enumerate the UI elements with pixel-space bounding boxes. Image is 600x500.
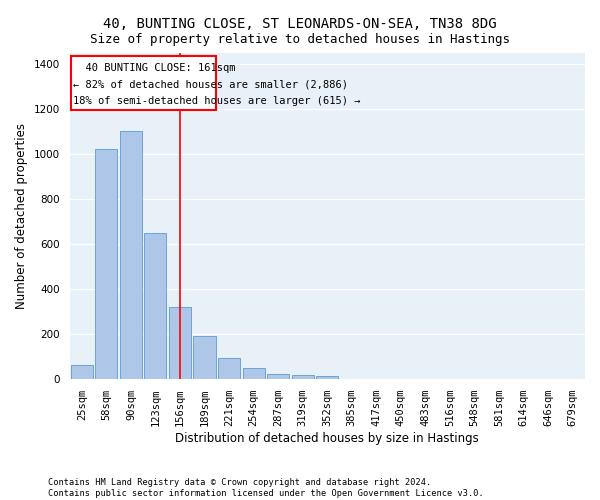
- Bar: [292, 374, 314, 379]
- FancyBboxPatch shape: [71, 56, 215, 110]
- Text: 18% of semi-detached houses are larger (615) →: 18% of semi-detached houses are larger (…: [73, 96, 361, 106]
- Text: Contains HM Land Registry data © Crown copyright and database right 2024.
Contai: Contains HM Land Registry data © Crown c…: [48, 478, 484, 498]
- Bar: [267, 374, 289, 379]
- Text: 40, BUNTING CLOSE, ST LEONARDS-ON-SEA, TN38 8DG: 40, BUNTING CLOSE, ST LEONARDS-ON-SEA, T…: [103, 18, 497, 32]
- Bar: [193, 336, 215, 379]
- Bar: [145, 233, 166, 379]
- Bar: [95, 150, 118, 379]
- Text: 40 BUNTING CLOSE: 161sqm: 40 BUNTING CLOSE: 161sqm: [73, 62, 236, 72]
- Bar: [120, 132, 142, 379]
- Bar: [242, 368, 265, 379]
- Y-axis label: Number of detached properties: Number of detached properties: [15, 123, 28, 309]
- Bar: [169, 307, 191, 379]
- Text: Size of property relative to detached houses in Hastings: Size of property relative to detached ho…: [90, 32, 510, 46]
- X-axis label: Distribution of detached houses by size in Hastings: Distribution of detached houses by size …: [175, 432, 479, 445]
- Bar: [316, 376, 338, 379]
- Text: ← 82% of detached houses are smaller (2,886): ← 82% of detached houses are smaller (2,…: [73, 80, 348, 90]
- Bar: [218, 358, 240, 379]
- Bar: [71, 364, 93, 379]
